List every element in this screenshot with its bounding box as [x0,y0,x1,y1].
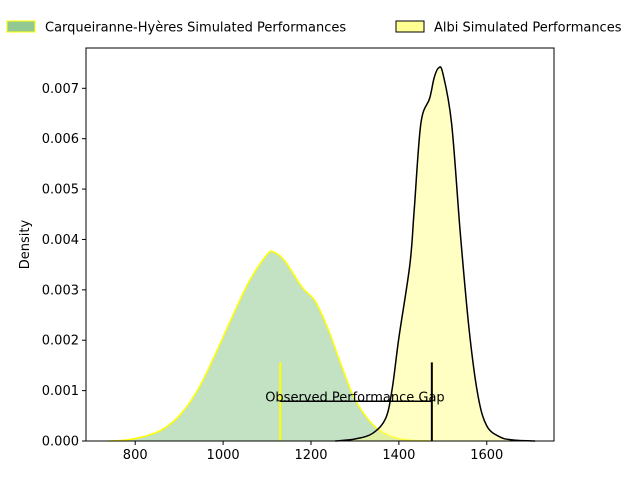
series-layer [108,66,536,442]
annotation-layer: Observed Performance Gap [265,362,445,441]
series-0-area [108,251,430,441]
x-tick-label: 1200 [294,448,327,463]
x-tick-label: 1600 [470,448,503,463]
series-0-line [108,250,430,442]
legend: Carqueiranne-Hyères Simulated Performanc… [6,20,622,36]
y-tick-label: 0.002 [42,334,79,349]
y-tick-label: 0.006 [42,132,79,147]
y-tick-label: 0.005 [42,183,79,198]
x-tick-label: 800 [123,448,148,463]
y-tick-label: 0.000 [42,435,79,450]
y-tick-label: 0.001 [42,384,79,399]
legend-swatch-1 [395,20,425,33]
x-tick-label: 1400 [382,448,415,463]
x-tick-label: 1000 [207,448,240,463]
legend-swatch-0 [6,20,36,33]
gap-annotation-label: Observed Performance Gap [265,391,444,406]
series-1-area [335,66,536,442]
y-axis: 0.000 0.001 0.002 0.003 0.004 0.005 0.006 0.007 [42,82,86,450]
y-axis-label: Density [18,219,33,269]
y-tick-label: 0.003 [42,283,79,298]
legend-label-0: Carqueiranne-Hyères Simulated Performanc… [45,21,346,36]
y-tick-label: 0.007 [42,82,79,97]
x-axis: 800 1000 1200 1400 1600 [123,441,503,463]
legend-label-1: Albi Simulated Performances [434,21,622,36]
y-tick-label: 0.004 [42,233,79,248]
series-1-line [335,66,536,442]
axes-frame [85,47,555,442]
